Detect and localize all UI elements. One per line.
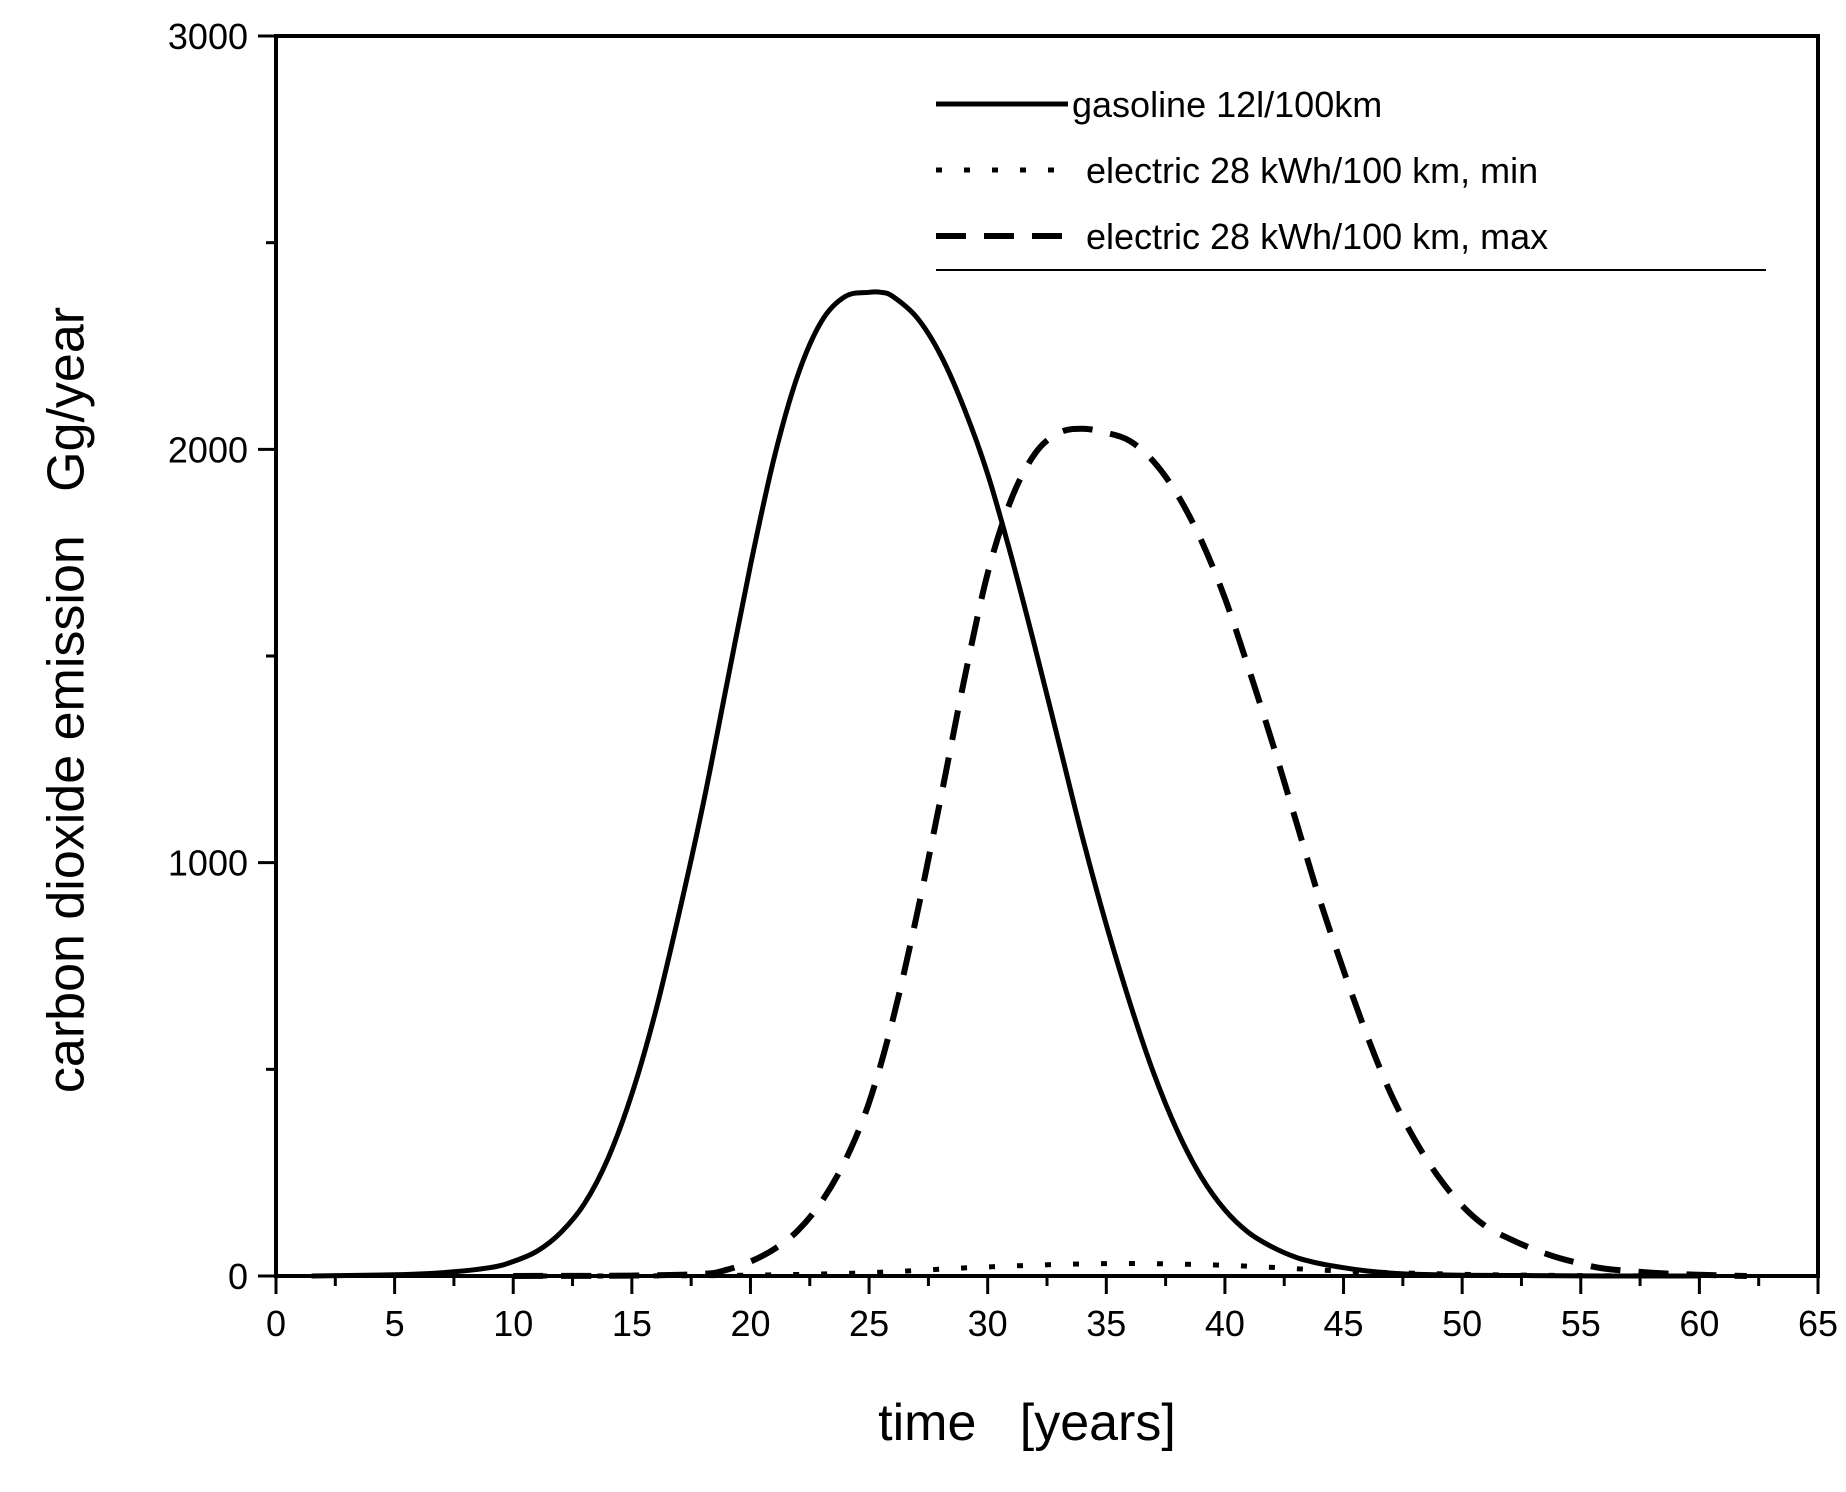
x-tick-label: 5	[385, 1303, 405, 1344]
series-line-gasoline	[311, 289, 1700, 1279]
x-tick-label: 0	[266, 1303, 286, 1344]
legend-label-electric-max: electric 28 kWh/100 km, max	[1086, 216, 1548, 257]
x-tick-label: 40	[1205, 1303, 1245, 1344]
x-axis-title: time [years]	[878, 1394, 1176, 1452]
x-tick-label: 25	[849, 1303, 889, 1344]
x-tick-label: 20	[730, 1303, 770, 1344]
x-tick-label: 55	[1561, 1303, 1601, 1344]
x-tick-label: 60	[1679, 1303, 1719, 1344]
x-tick-label: 65	[1798, 1303, 1838, 1344]
y-axis-title: carbon dioxide emission Gg/year	[38, 307, 96, 1093]
legend: gasoline 12l/100km electric 28 kWh/100 k…	[936, 84, 1766, 271]
x-tick-label: 10	[493, 1303, 533, 1344]
y-tick-label: 1000	[168, 843, 248, 884]
series-line-electric-max	[513, 425, 1747, 1279]
y-tick-label: 0	[228, 1256, 248, 1297]
legend-label-gasoline: gasoline 12l/100km	[1072, 84, 1382, 125]
x-tick-label: 35	[1086, 1303, 1126, 1344]
x-tick-label: 15	[612, 1303, 652, 1344]
axis-ticks: 0 5 10 15 20 25 30 35 40 45 50 55 60 65 0 1000 2000 3000	[168, 16, 1838, 1344]
y-tick-label: 3000	[168, 16, 248, 57]
y-tick-label: 2000	[168, 429, 248, 470]
legend-label-electric-min: electric 28 kWh/100 km, min	[1086, 150, 1538, 191]
x-tick-label: 45	[1324, 1303, 1364, 1344]
x-tick-label: 30	[968, 1303, 1008, 1344]
plot-frame	[274, 34, 1820, 1278]
x-tick-label: 50	[1442, 1303, 1482, 1344]
